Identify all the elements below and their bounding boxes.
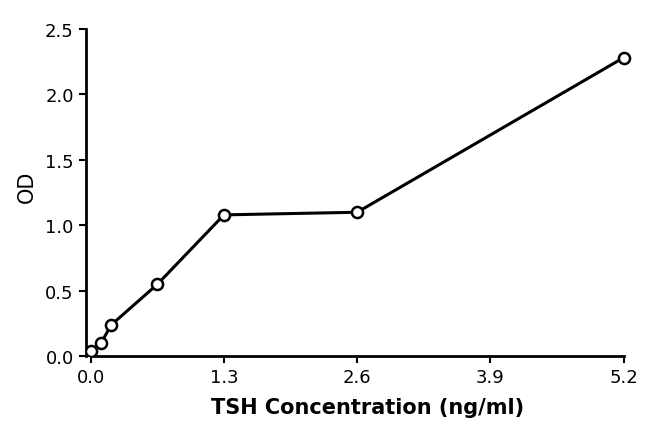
X-axis label: TSH Concentration (ng/ml): TSH Concentration (ng/ml) [211,398,524,418]
Y-axis label: OD: OD [17,171,37,203]
